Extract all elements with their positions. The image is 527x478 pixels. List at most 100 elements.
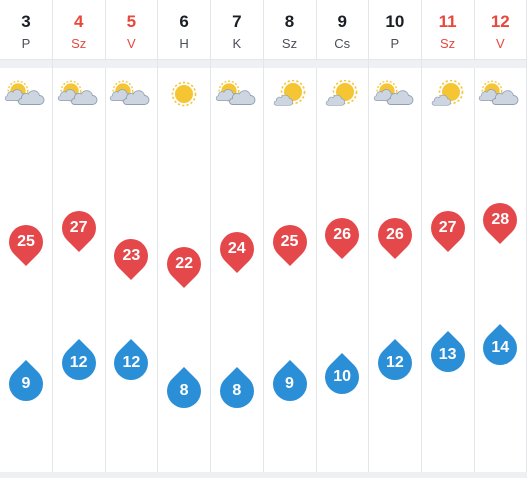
- day-abbreviation: V: [495, 36, 505, 51]
- day-column[interactable]: 4 Sz 27 12: [52, 0, 106, 478]
- separator-band: [368, 60, 421, 68]
- high-temp-marker: 26: [370, 210, 419, 259]
- day-column[interactable]: 6 H 22 8: [158, 0, 212, 478]
- day-column[interactable]: 10 P 26 12: [368, 0, 422, 478]
- high-temp-marker: 25: [265, 217, 314, 267]
- mostly-sunny-icon: [319, 80, 365, 110]
- separator-band: [52, 60, 105, 68]
- high-temp-value: 25: [280, 233, 299, 250]
- low-temp-marker: 10: [318, 352, 367, 402]
- high-temp-marker: 22: [160, 239, 209, 288]
- sunny-icon: [161, 80, 207, 110]
- high-temp-value: 22: [175, 254, 193, 272]
- separator-band: [158, 60, 211, 68]
- day-number: 6: [179, 12, 189, 31]
- high-temp-value: 27: [438, 218, 457, 236]
- low-temp-marker: 13: [423, 331, 472, 380]
- day-header: 7 K: [210, 0, 263, 60]
- separator-band: [474, 60, 527, 68]
- high-temp-marker: 25: [1, 217, 51, 267]
- high-temp-value: 23: [122, 247, 141, 265]
- low-temp-value: 8: [232, 382, 242, 400]
- day-abbreviation: V: [127, 36, 136, 51]
- partly-cloudy-icon: [214, 80, 260, 110]
- low-temp-marker: 9: [265, 360, 314, 409]
- day-header: 6 H: [158, 0, 211, 60]
- day-abbreviation: Sz: [440, 36, 456, 51]
- partly-cloudy-icon: [3, 80, 49, 110]
- low-temp-marker: 9: [1, 360, 51, 409]
- separator-band: [0, 60, 52, 68]
- day-header: 12 V: [474, 0, 527, 60]
- mostly-sunny-icon: [425, 80, 471, 110]
- high-temp-value: 26: [333, 225, 352, 243]
- low-temp-marker: 8: [212, 367, 261, 416]
- day-abbreviation: Cs: [334, 36, 351, 51]
- day-header: 10 P: [368, 0, 421, 60]
- high-temp-marker: 23: [107, 232, 156, 281]
- day-header: 3 P: [0, 0, 52, 60]
- day-number: 10: [385, 12, 405, 31]
- high-temp-marker: 28: [476, 196, 525, 245]
- day-number: 3: [21, 12, 31, 31]
- partly-cloudy-icon: [56, 80, 102, 110]
- high-temp-value: 26: [385, 225, 404, 243]
- high-temp-marker: 27: [54, 203, 103, 252]
- day-abbreviation: Sz: [281, 36, 298, 51]
- low-temp-marker: 12: [370, 338, 419, 387]
- separator-band: [421, 60, 474, 68]
- partly-cloudy-icon: [372, 80, 418, 110]
- low-temp-value: 12: [69, 353, 88, 371]
- low-temp-value: 12: [122, 353, 141, 371]
- day-abbreviation: K: [232, 36, 242, 51]
- day-column[interactable]: 3 P 25 9: [0, 0, 53, 478]
- day-column[interactable]: 7 K 24 8: [210, 0, 264, 478]
- bottom-band: [0, 472, 527, 478]
- low-temp-value: 14: [491, 339, 510, 357]
- day-number: 4: [73, 12, 84, 31]
- day-number: 8: [284, 12, 295, 31]
- day-header: 11 Sz: [421, 0, 474, 60]
- low-temp-marker: 14: [476, 324, 525, 373]
- mostly-sunny-icon: [267, 80, 313, 110]
- day-column[interactable]: 11 Sz 27 13: [421, 0, 475, 478]
- high-temp-value: 25: [17, 233, 35, 250]
- day-column[interactable]: 5 V 23 12: [105, 0, 159, 478]
- day-number: 5: [126, 12, 137, 31]
- low-temp-value: 9: [21, 375, 31, 393]
- high-temp-value: 27: [69, 218, 88, 236]
- low-temp-value: 10: [333, 368, 352, 385]
- low-temp-marker: 12: [54, 338, 103, 387]
- day-column[interactable]: 12 V 28 14: [474, 0, 527, 478]
- day-header: 9 Cs: [316, 0, 369, 60]
- partly-cloudy-icon: [108, 80, 154, 110]
- day-number: 7: [232, 12, 242, 31]
- day-abbreviation: P: [390, 36, 400, 51]
- low-temp-value: 8: [179, 382, 189, 400]
- day-number: 11: [438, 12, 457, 31]
- day-header: 8 Sz: [263, 0, 316, 60]
- low-temp-value: 13: [438, 346, 457, 364]
- low-temp-marker: 12: [107, 338, 156, 387]
- separator-band: [105, 60, 158, 68]
- day-number: 9: [337, 12, 347, 31]
- day-abbreviation: Sz: [71, 36, 87, 51]
- day-column[interactable]: 9 Cs 26 10: [316, 0, 370, 478]
- high-temp-value: 28: [491, 211, 510, 229]
- high-temp-marker: 26: [318, 210, 367, 259]
- high-temp-marker: 24: [212, 225, 261, 274]
- separator-band: [210, 60, 263, 68]
- day-abbreviation: P: [21, 36, 31, 51]
- separator-band: [263, 60, 316, 68]
- day-column[interactable]: 8 Sz 25 9: [263, 0, 317, 478]
- low-temp-value: 9: [285, 375, 294, 393]
- separator-band: [316, 60, 369, 68]
- low-temp-marker: 8: [160, 367, 209, 416]
- day-header: 5 V: [105, 0, 158, 60]
- partly-cloudy-icon: [477, 80, 523, 110]
- low-temp-value: 12: [385, 353, 404, 371]
- day-number: 12: [490, 12, 510, 31]
- day-abbreviation: H: [179, 36, 189, 51]
- day-header: 4 Sz: [52, 0, 105, 60]
